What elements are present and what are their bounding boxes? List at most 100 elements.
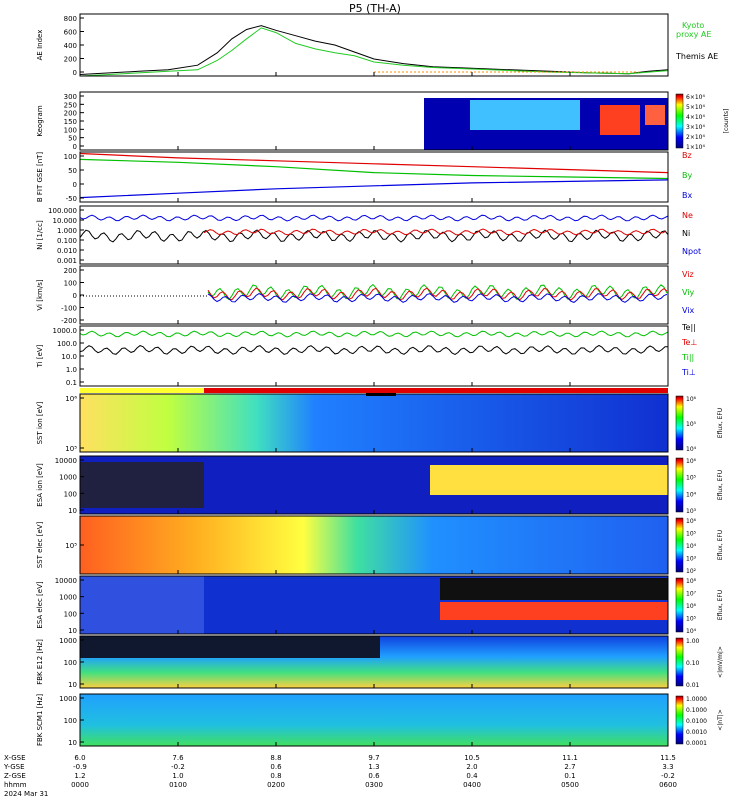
sst-elec-spectrogram — [80, 516, 668, 574]
y-tick-ae-4: 800 — [64, 15, 77, 23]
y-label-esa_elec: ESA elec [eV] — [36, 581, 44, 628]
colorbar-label-esa_ion-3: 10⁶ — [686, 458, 697, 465]
y-label-fbk_e: FBK E12 [Hz] — [36, 639, 44, 685]
t-legend-1: Te⊥ — [681, 338, 697, 347]
time-cell-3-3: 0300 — [365, 781, 383, 789]
y-tick-keogram-0: 0 — [73, 143, 77, 151]
colorbar-label-keogram-3: 4×10⁴ — [686, 114, 705, 121]
colorbar-label-keogram-1: 2×10⁴ — [686, 134, 705, 141]
time-cell-1-5: 2.7 — [564, 763, 575, 771]
y-label-density: Ni [1/cc] — [36, 220, 44, 250]
y-tick-fbk_b-2: 1000 — [59, 695, 77, 703]
colorbar-label-fbk_b-1: 0.0010 — [686, 729, 707, 736]
time-cell-2-5: 0.1 — [564, 772, 575, 780]
y-tick-fbk_e-0: 10 — [68, 681, 77, 689]
colorbar-label-esa_ion-2: 10⁵ — [686, 475, 697, 482]
time-date-label: 2024 Mar 31 — [4, 790, 48, 798]
y-tick-velocity-0: -200 — [61, 317, 77, 325]
y-tick-ae-0: 0 — [73, 69, 77, 77]
colorbar-label-keogram-0: 1×10⁴ — [686, 144, 705, 151]
keogram-band — [470, 100, 580, 130]
colorbar-label-esa_elec-2: 10⁶ — [686, 603, 697, 610]
y-tick-esa_elec-2: 1000 — [59, 594, 77, 602]
time-cell-2-3: 0.6 — [368, 772, 380, 780]
y-tick-keogram-2: 100 — [64, 126, 77, 134]
time-row-label-2: Z-GSE — [4, 772, 26, 780]
colorbar-label-esa_ion-1: 10⁴ — [686, 491, 697, 498]
colorbar-label-sst_ion-2: 10⁶ — [686, 396, 697, 403]
esa-ion-band — [430, 465, 668, 495]
panel-frame-4 — [79, 265, 669, 325]
y-tick-sst_ion-1: 10⁶ — [65, 395, 77, 403]
y-tick-esa_elec-3: 10000 — [55, 577, 77, 585]
colorbar-label-esa_elec-1: 10⁵ — [686, 616, 697, 623]
colorbar-title-esa_elec: Eflux, EFU — [717, 590, 724, 620]
time-cell-3-0: 0000 — [71, 781, 89, 789]
y-tick-bfield-2: 50 — [68, 167, 77, 175]
y-tick-fbk_b-0: 10 — [68, 739, 77, 747]
colorbar-label-fbk_b-0: 0.0001 — [686, 740, 707, 747]
b-series-0 — [79, 152, 669, 174]
y-label-esa_ion: ESA ion [eV] — [36, 463, 44, 507]
n-legend-1: Ni — [682, 229, 690, 238]
time-cell-0-6: 11.5 — [660, 754, 676, 762]
colorbar-label-sst_elec-0: 10² — [686, 568, 697, 575]
colorbar-label-fbk_b-2: 0.0100 — [686, 718, 707, 725]
keogram-blob-2 — [645, 105, 665, 125]
colorbar-sst_ion — [675, 395, 684, 451]
esa-elec-dark — [440, 578, 668, 600]
density-npot — [79, 214, 669, 222]
n-legend-0: Ne — [682, 211, 693, 220]
time-cell-0-2: 8.8 — [270, 754, 281, 762]
b-legend-0: Bz — [682, 151, 692, 160]
y-label-temperature: Ti [eV] — [36, 344, 44, 368]
time-cell-3-4: 0400 — [463, 781, 481, 789]
y-tick-sst_elec-0: 10⁵ — [65, 542, 77, 550]
y-tick-keogram-4: 200 — [64, 110, 77, 118]
b-series-2 — [79, 179, 669, 199]
colorbar-label-keogram-2: 3×10⁴ — [686, 124, 705, 131]
colorbar-esa_ion — [675, 457, 684, 513]
colorbar-label-fbk_e-2: 1.00 — [686, 638, 700, 645]
v-legend-1: Viy — [682, 288, 695, 297]
y-tick-ae-1: 200 — [64, 56, 77, 64]
plot-title: P5 (TH-A) — [349, 2, 401, 15]
time-row-label-3: hhmm — [4, 781, 27, 789]
y-tick-bfield-1: 0 — [73, 181, 77, 189]
t-legend-0: Te|| — [681, 323, 696, 332]
colorbar-label-sst_ion-0: 10⁴ — [686, 446, 697, 453]
time-cell-0-4: 10.5 — [464, 754, 480, 762]
colorbar-label-fbk_b-3: 0.1000 — [686, 707, 707, 714]
y-label-bfield: B FIT GSE [nT] — [36, 152, 44, 203]
time-cell-0-3: 9.7 — [368, 754, 379, 762]
y-tick-esa_ion-1: 100 — [64, 490, 77, 498]
colorbar-keogram — [675, 93, 684, 149]
y-tick-ae-3: 600 — [64, 29, 77, 37]
y-tick-temperature-3: 100.0 — [57, 340, 77, 348]
time-cell-2-1: 1.0 — [172, 772, 183, 780]
esa-ion-dark — [80, 462, 204, 508]
spectrogram-backgrounds — [80, 98, 668, 746]
fbk-e-dark — [80, 636, 380, 658]
ae-legend-themis: Themis AE — [675, 52, 718, 61]
y-tick-velocity-3: 100 — [64, 280, 77, 288]
y-tick-keogram-6: 300 — [64, 93, 77, 101]
y-tick-temperature-1: 1.0 — [66, 366, 77, 374]
y-tick-fbk_b-1: 100 — [64, 717, 77, 725]
colorbar-label-fbk_b-4: 1.0000 — [686, 696, 707, 703]
colorbar-label-sst_elec-4: 10⁶ — [686, 518, 697, 525]
velocity-viy — [207, 283, 668, 301]
time-cell-3-6: 0600 — [659, 781, 677, 789]
y-tick-esa_ion-3: 10000 — [55, 457, 77, 465]
esa-elec-band — [440, 602, 668, 620]
y-tick-density-5: 100.000 — [48, 207, 77, 215]
panel-frame-3 — [79, 205, 669, 265]
y-tick-density-4: 10.000 — [53, 217, 78, 225]
time-cell-0-5: 11.1 — [562, 754, 578, 762]
colorbar-title-fbk_e: <|mV/m|> — [717, 646, 724, 678]
time-cell-2-6: -0.2 — [661, 772, 675, 780]
colorbar-label-fbk_e-1: 0.10 — [686, 660, 700, 667]
y-tick-bfield-0: -50 — [66, 195, 77, 203]
